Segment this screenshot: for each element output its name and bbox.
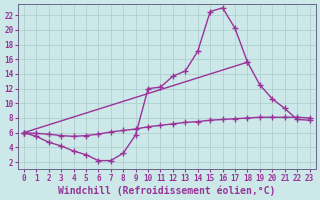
X-axis label: Windchill (Refroidissement éolien,°C): Windchill (Refroidissement éolien,°C) — [58, 185, 276, 196]
